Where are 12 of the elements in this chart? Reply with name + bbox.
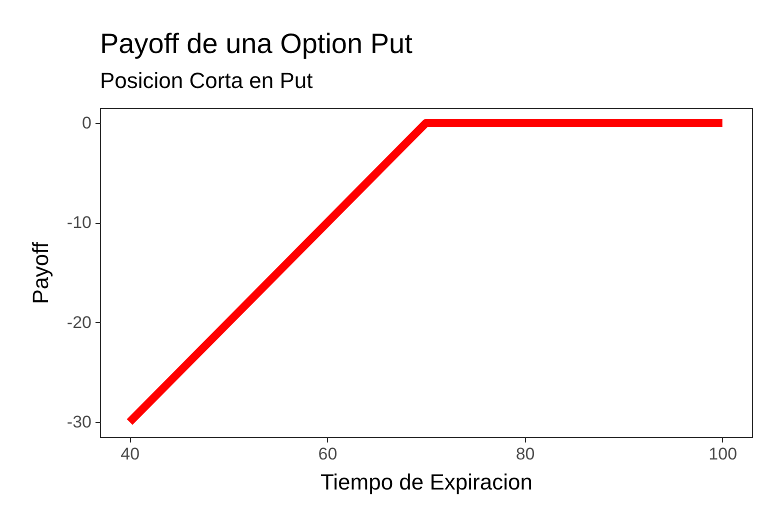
x-tick-label: 60: [318, 444, 338, 464]
x-tick-label: 100: [708, 444, 738, 464]
chart-title: Payoff de una Option Put: [100, 28, 413, 59]
y-tick-label: -20: [66, 312, 92, 332]
x-axis-title: Tiempo de Expiracion: [320, 470, 532, 494]
chart-subtitle: Posicion Corta en Put: [100, 68, 313, 93]
y-tick-label: -30: [66, 412, 92, 432]
x-tick-label: 80: [516, 444, 535, 464]
y-tick-label: -10: [66, 213, 92, 232]
x-tick-label: 40: [120, 444, 140, 464]
y-axis-title: Payoff: [28, 241, 53, 304]
y-tick-label: 0: [82, 113, 92, 132]
